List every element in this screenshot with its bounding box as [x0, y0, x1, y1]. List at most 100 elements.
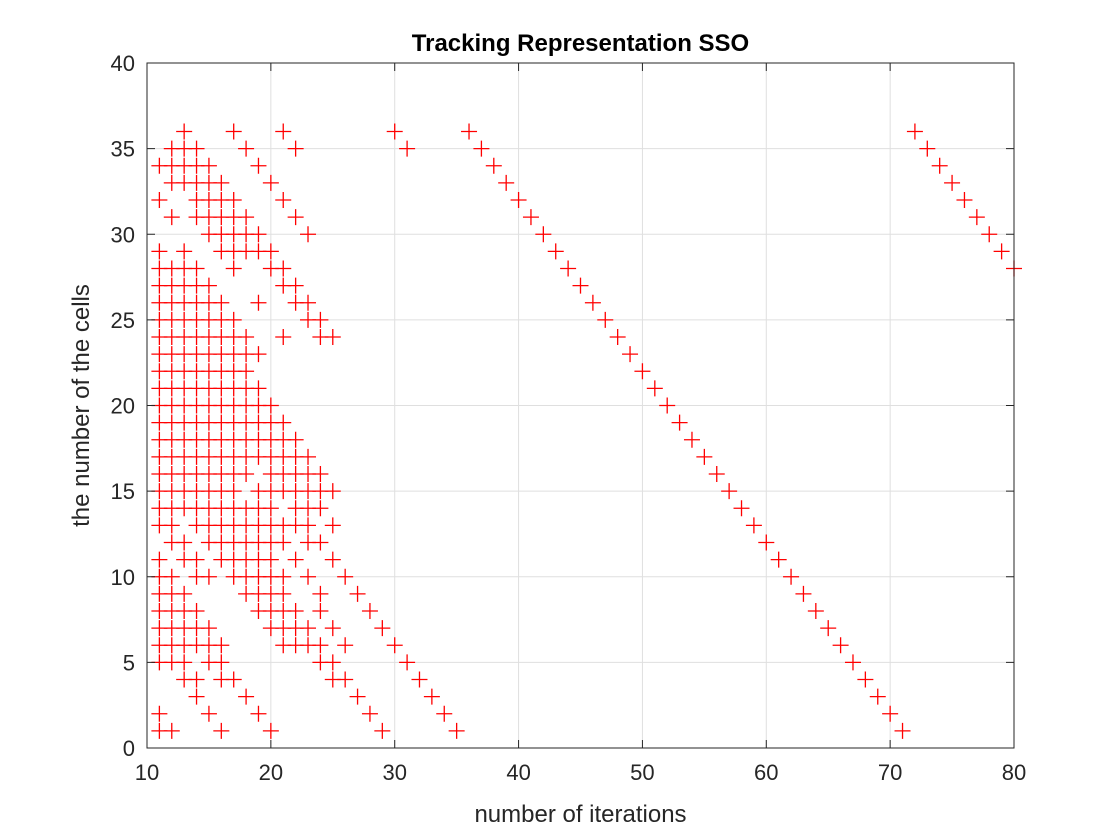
data-point — [919, 140, 936, 157]
axis-ticks: 10 20 30 40 50 60 70 80 0 5 10 15 20 25 30 35 40 — [111, 51, 1027, 785]
data-point — [213, 722, 230, 739]
data-point — [225, 192, 242, 208]
data-point — [312, 311, 329, 328]
y-tick-label: 35 — [111, 137, 135, 162]
data-point — [176, 123, 193, 140]
data-point — [238, 329, 255, 345]
data-point — [262, 722, 279, 739]
data-point — [374, 722, 391, 739]
data-point — [312, 585, 329, 602]
data-point — [300, 448, 317, 465]
data-point — [324, 551, 341, 568]
x-tick-label: 10 — [135, 760, 159, 785]
data-point — [262, 500, 279, 517]
y-axis-label: the number of the cells — [68, 284, 95, 527]
data-point — [968, 209, 985, 226]
data-point — [213, 637, 230, 654]
y-tick-label: 15 — [111, 479, 135, 504]
data-point — [188, 603, 205, 619]
data-point — [423, 688, 440, 705]
data-point — [250, 380, 267, 397]
data-point — [238, 363, 255, 380]
data-point — [250, 157, 267, 174]
data-point — [312, 466, 329, 482]
data-point — [238, 209, 255, 226]
data-point — [721, 483, 738, 500]
data-point — [349, 688, 366, 705]
data-point — [300, 517, 317, 534]
data-point — [944, 174, 961, 191]
data-point — [250, 705, 267, 722]
data-point — [337, 637, 354, 654]
data-point — [188, 551, 205, 568]
data-point — [894, 722, 911, 739]
data-point — [225, 260, 242, 277]
data-point — [572, 277, 589, 294]
data-point — [436, 705, 453, 722]
data-point — [151, 551, 168, 568]
data-point — [361, 705, 378, 722]
data-point — [262, 551, 279, 568]
data-point — [176, 585, 193, 602]
data-point — [163, 722, 180, 739]
data-point — [733, 500, 750, 517]
data-point — [213, 294, 230, 311]
data-point — [151, 243, 168, 260]
data-point — [386, 123, 403, 140]
data-point — [225, 483, 242, 500]
data-point — [708, 466, 725, 482]
data-point — [176, 534, 193, 551]
data-point — [696, 448, 713, 465]
data-point — [312, 534, 329, 551]
data-point — [151, 705, 168, 722]
data-point — [188, 260, 205, 277]
data-point — [349, 585, 366, 602]
data-point — [262, 397, 279, 414]
data-point — [275, 260, 292, 277]
data-point — [275, 329, 292, 345]
data-point — [820, 620, 837, 637]
data-point — [448, 722, 465, 739]
data-point — [374, 620, 391, 637]
y-tick-label: 40 — [111, 51, 135, 76]
data-point — [225, 671, 242, 688]
data-point — [324, 517, 341, 534]
data-point — [337, 568, 354, 585]
data-point — [287, 551, 304, 568]
data-point — [300, 620, 317, 637]
data-point — [324, 329, 341, 345]
x-axis-label: number of iterations — [474, 801, 686, 828]
data-point — [188, 140, 205, 157]
data-point — [473, 140, 490, 157]
data-point — [634, 363, 651, 380]
data-point — [745, 517, 762, 534]
data-point — [312, 603, 329, 619]
data-point — [275, 534, 292, 551]
y-tick-label: 5 — [123, 650, 135, 675]
data-point — [151, 192, 168, 208]
data-point — [287, 431, 304, 448]
data-point — [981, 226, 998, 243]
data-point — [300, 226, 317, 243]
data-point — [671, 414, 688, 431]
data-point — [225, 123, 242, 140]
data-point — [262, 174, 279, 191]
data-point — [906, 123, 923, 140]
data-point — [262, 243, 279, 260]
data-point — [857, 671, 874, 688]
data-point — [176, 654, 193, 671]
data-point — [287, 209, 304, 226]
x-tick-label: 60 — [754, 760, 778, 785]
data-point — [200, 568, 217, 585]
data-point — [597, 311, 614, 328]
data-point — [399, 140, 416, 157]
data-point — [287, 603, 304, 619]
data-point — [324, 620, 341, 637]
data-point — [361, 603, 378, 619]
data-point — [683, 431, 700, 448]
x-tick-label: 50 — [630, 760, 654, 785]
y-tick-label: 25 — [111, 308, 135, 333]
data-point — [461, 123, 478, 140]
